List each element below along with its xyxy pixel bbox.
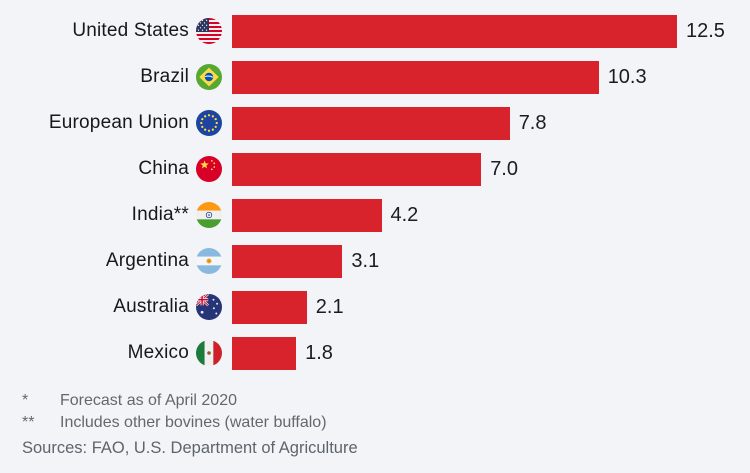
country-label: India** <box>131 204 189 225</box>
footnote-text: Includes other bovines (water buffalo) <box>60 414 327 431</box>
us-flag-icon <box>196 18 222 44</box>
footnote-marker: * <box>22 392 29 409</box>
bar <box>232 290 307 324</box>
value-label: 1.8 <box>305 341 333 364</box>
sources-line: Sources: FAO, U.S. Department of Agricul… <box>22 439 358 457</box>
value-label: 10.3 <box>607 65 647 88</box>
chart-row: United States 12.5 <box>0 8 750 54</box>
bar-chart: United States 12.5 Brazil 10.3 European … <box>0 8 750 460</box>
country-label: Australia <box>113 296 189 317</box>
value-label: 12.5 <box>686 19 725 42</box>
value-label: 2.1 <box>315 295 344 318</box>
value-label: 4.2 <box>390 203 419 226</box>
in-flag-icon <box>196 202 222 228</box>
value-label: 7.8 <box>518 111 547 134</box>
value-label: 3.1 <box>351 249 380 272</box>
chart-row: Brazil 10.3 <box>0 54 750 100</box>
footnote-bovines: ** Includes other bovines (water buffalo… <box>22 412 750 434</box>
ar-flag-icon <box>196 248 222 274</box>
bar <box>232 106 510 140</box>
bar <box>232 14 677 48</box>
footnote-marker: ** <box>22 414 35 431</box>
chart-row: Argentina 3.1 <box>0 238 750 284</box>
value-label: 7.0 <box>490 157 518 180</box>
country-label: Brazil <box>140 66 189 87</box>
country-label: European Union <box>48 112 189 133</box>
chart-row: European Union 7.8 <box>0 100 750 146</box>
bar <box>232 244 343 278</box>
chart-row: China 7.0 <box>0 146 750 192</box>
chart-row: Australia 2.1 <box>0 284 750 330</box>
footnote-forecast: * Forecast as of April 2020 <box>22 390 750 412</box>
cn-flag-icon <box>196 156 222 182</box>
bar-chart-rows: United States 12.5 Brazil 10.3 European … <box>0 8 750 376</box>
footnotes: * Forecast as of April 2020 ** Includes … <box>0 390 750 460</box>
eu-flag-icon <box>196 110 222 136</box>
au-flag-icon <box>196 294 222 320</box>
footnote-text: Forecast as of April 2020 <box>60 392 237 409</box>
country-label: China <box>138 158 189 179</box>
country-label: Argentina <box>105 250 189 271</box>
br-flag-icon <box>196 64 222 90</box>
mx-flag-icon <box>196 340 222 366</box>
country-label: Mexico <box>127 342 189 363</box>
bar <box>232 152 482 186</box>
bar <box>232 336 297 370</box>
bar <box>232 60 599 94</box>
country-label: United States <box>72 20 189 41</box>
chart-row: India** 4.2 <box>0 192 750 238</box>
bar <box>232 198 382 232</box>
chart-row: Mexico 1.8 <box>0 330 750 376</box>
